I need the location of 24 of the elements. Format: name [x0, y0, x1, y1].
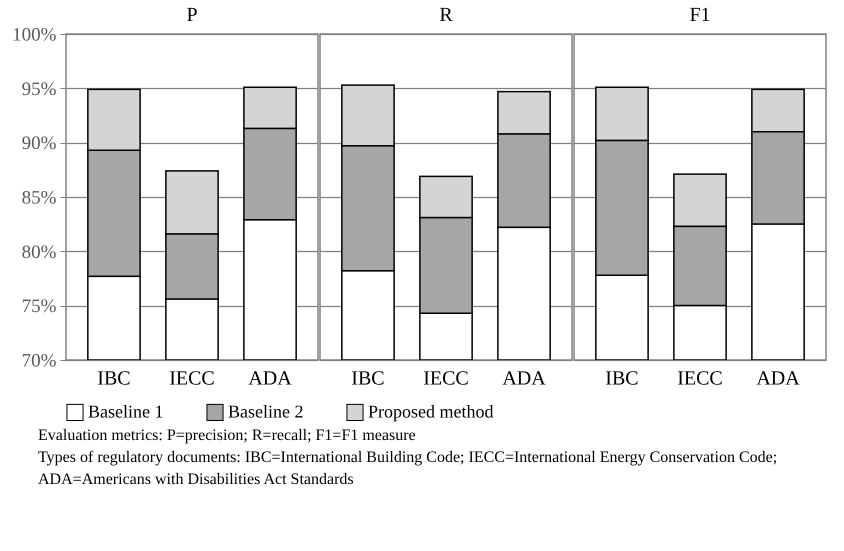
x-tick-label: ADA	[756, 368, 800, 390]
chart-title: R	[439, 4, 454, 26]
legend-label: Baseline 1	[88, 401, 164, 422]
x-tick-label: IECC	[423, 368, 469, 390]
x-tick-label: IBC	[351, 368, 385, 390]
legend-label: Baseline 2	[228, 401, 304, 422]
x-tick-label: IBC	[97, 368, 131, 390]
x-tick-label: IBC	[605, 368, 639, 390]
x-tick-label: IECC	[677, 368, 723, 390]
y-tick-label: 90%	[22, 133, 57, 154]
y-tick-label: 100%	[12, 24, 57, 46]
y-tick-label: 70%	[22, 350, 57, 372]
text: Types of regulatory documents: IBC=International Building Code; IECC=International Energy Conservation Code; ADA=Americans with Disabilities Act Standards	[38, 448, 778, 490]
chart-title: P	[186, 4, 198, 26]
y-tick-label: 75%	[22, 296, 57, 318]
y-tick-label: 95%	[22, 78, 57, 100]
chart-title: F1	[689, 4, 711, 26]
y-tick-label: 85%	[22, 188, 57, 208]
x-tick-label: ADA	[248, 368, 292, 390]
text: Evaluation metrics: P=precision; R=recall; F1=F1 measure	[38, 426, 417, 446]
x-tick-label: IECC	[169, 368, 215, 390]
legend-label: Proposed method	[368, 401, 494, 422]
y-tick-label: 80%	[22, 242, 57, 263]
x-tick-label: ADA	[502, 368, 546, 390]
